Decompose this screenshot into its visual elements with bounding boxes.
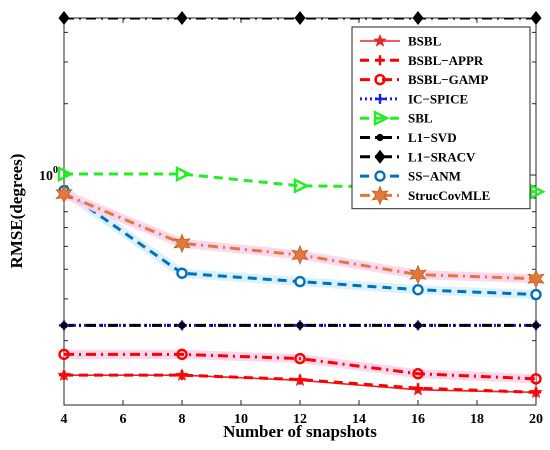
marker-dot: [296, 321, 304, 329]
marker-star: [373, 33, 387, 47]
marker-circle-open: [374, 170, 386, 182]
y-tick-exponent: 0: [53, 165, 58, 176]
marker-plus: [375, 93, 385, 104]
marker-diamond: [530, 11, 542, 25]
legend-label: BSBL: [408, 34, 442, 49]
x-axis-title: Number of snapshots: [223, 422, 377, 441]
marker-dot: [532, 321, 540, 329]
marker-circle-open: [530, 288, 542, 301]
marker-plus: [531, 387, 541, 398]
marker-circle-open: [412, 284, 424, 296]
x-tick-label: 18: [470, 412, 484, 427]
marker-triangle-right: [373, 110, 390, 127]
x-tick-label: 6: [120, 412, 127, 427]
legend-label: SBL: [408, 111, 433, 126]
series-markers: [55, 11, 546, 399]
x-tick-label: 16: [411, 412, 425, 427]
marker-triangle-right: [57, 166, 74, 182]
marker-circle: [530, 373, 542, 385]
marker-circle: [58, 348, 70, 361]
marker-diamond: [412, 11, 424, 25]
marker-circle-open: [176, 267, 188, 279]
y-tick-label: 100: [39, 165, 58, 184]
x-tick-label: 4: [61, 412, 68, 427]
marker-triangle-right: [293, 177, 310, 194]
marker-circle: [374, 73, 386, 86]
marker-dot: [414, 321, 422, 329]
marker-plus: [177, 370, 187, 381]
marker-dot: [376, 133, 384, 142]
marker-triangle-right: [175, 166, 192, 182]
marker-hexagram: [409, 264, 427, 285]
legend: BSBL BSBL−APPR BSBL−GAMP IC−SPICE SBL L1−SVD L…: [351, 26, 531, 210]
legend-label: BSBL−APPR: [408, 53, 484, 68]
marker-plus: [375, 55, 385, 66]
marker-plus: [295, 374, 305, 385]
legend-label: BSBL−GAMP: [408, 72, 488, 87]
legend-label: IC−SPICE: [408, 91, 468, 106]
legend-label: SS−ANM: [408, 169, 461, 184]
y-tick-base: 10: [39, 169, 53, 184]
marker-plus: [59, 370, 69, 381]
marker-diamond: [176, 11, 188, 25]
marker-circle: [294, 352, 306, 365]
marker-triangle-right: [529, 183, 546, 200]
marker-hexagram: [527, 268, 545, 289]
x-tick-label: 8: [179, 412, 186, 427]
legend-label: StrucCovMLE: [408, 188, 490, 203]
marker-diamond: [374, 149, 386, 164]
marker-plus: [413, 383, 423, 394]
marker-hexagram: [173, 233, 191, 254]
marker-circle-open: [294, 275, 306, 288]
x-tick-label: 20: [529, 412, 543, 427]
marker-dot: [60, 321, 68, 329]
marker-hexagram: [371, 185, 389, 206]
series-line-1: [64, 373, 536, 394]
legend-label: L1−SRACV: [408, 149, 476, 164]
marker-diamond: [294, 11, 306, 25]
marker-hexagram: [291, 244, 309, 266]
x-tick-label: 14: [352, 412, 366, 427]
marker-hexagram: [55, 184, 73, 205]
y-axis-title: RMSE(degrees): [7, 154, 26, 269]
series-line-2: [64, 352, 536, 381]
legend-label: L1−SVD: [408, 130, 457, 145]
marker-dot: [178, 321, 186, 329]
marker-circle: [176, 348, 188, 361]
x-tick-label: 12: [293, 412, 307, 427]
marker-circle: [412, 368, 424, 380]
x-tick-label: 10: [234, 412, 248, 427]
marker-diamond: [58, 11, 70, 25]
